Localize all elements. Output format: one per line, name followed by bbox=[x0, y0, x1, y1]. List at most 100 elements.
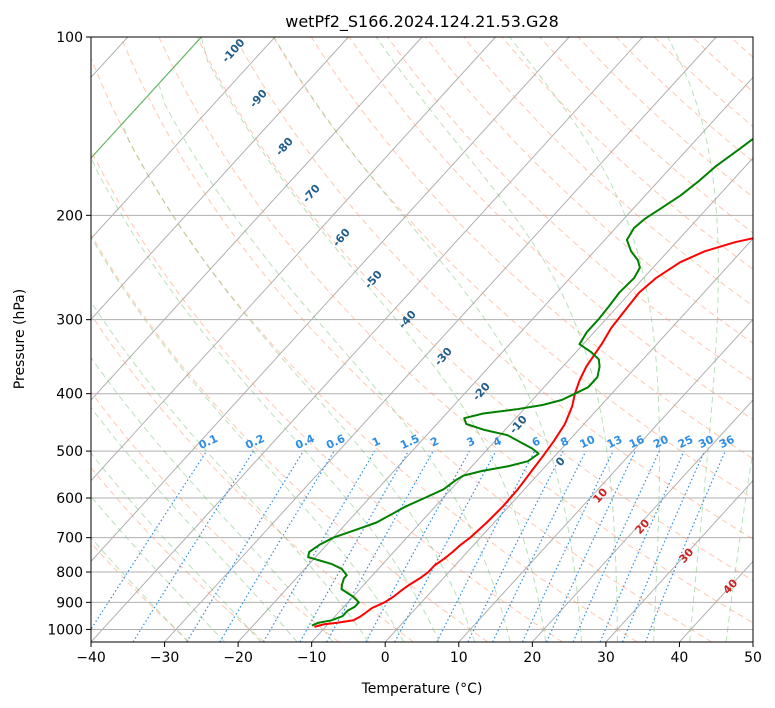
isotherm-gridline bbox=[91, 37, 570, 563]
isotherm-gridline bbox=[752, 641, 753, 642]
mixing-ratio-label: 1 bbox=[370, 434, 382, 449]
isotherm-gridline bbox=[91, 37, 644, 642]
isotherm-gridline bbox=[458, 318, 753, 642]
dry-adiabat-line bbox=[158, 37, 753, 624]
mixing-ratio-line bbox=[394, 450, 497, 642]
x-tick-label: −20 bbox=[223, 650, 253, 666]
x-tick-label: −40 bbox=[76, 650, 106, 666]
moist-adiabat-line bbox=[725, 447, 753, 642]
x-tick-label: 0 bbox=[381, 650, 390, 666]
isotherm-gridline bbox=[384, 237, 753, 642]
isotherm-gridline bbox=[91, 37, 276, 240]
moist-adiabat-line bbox=[509, 37, 660, 642]
dry-adiabat-line bbox=[91, 233, 489, 642]
x-tick-label: 30 bbox=[597, 650, 615, 666]
chart-title: wetPf2_S166.2024.124.21.53.G28 bbox=[285, 12, 559, 32]
dry-adiabat-line bbox=[577, 37, 753, 198]
mixing-ratio-label: 16 bbox=[627, 433, 647, 451]
dry-adiabat-line bbox=[387, 37, 753, 382]
moist-adiabat-line bbox=[91, 37, 225, 642]
plot-frame bbox=[90, 36, 754, 643]
isotherm-gridline bbox=[91, 37, 496, 482]
dry-adiabat-line bbox=[425, 37, 753, 344]
mixing-ratio-label: 1.5 bbox=[398, 432, 421, 452]
dry-adiabat-line bbox=[120, 37, 713, 642]
mixing-ratio-label: 20 bbox=[651, 433, 671, 451]
dry-adiabat-line bbox=[463, 37, 753, 307]
dry-adiabat-label: -50 bbox=[362, 268, 385, 292]
isotherm-gridline bbox=[237, 76, 753, 642]
dry-adiabat-line bbox=[196, 37, 753, 582]
line-labels: 0.1 0.2 0.4 0.6 1 1.5 2 3 4 6 8 10 13 16 20 25 30 36-100-… bbox=[197, 36, 741, 597]
mixing-ratio-line bbox=[644, 450, 726, 642]
mixing-ratio-line bbox=[599, 450, 685, 642]
moist-adiabat-label: 30 bbox=[676, 545, 696, 565]
dry-adiabat-line bbox=[91, 391, 340, 642]
mixing-ratio-line bbox=[186, 450, 304, 642]
y-tick-label: 900 bbox=[56, 595, 83, 611]
plot-traces bbox=[307, 137, 753, 628]
isotherm-gridline bbox=[91, 37, 423, 401]
dry-adiabat-label: -70 bbox=[300, 182, 323, 206]
mixing-ratio-label: 2 bbox=[428, 434, 440, 449]
moist-adiabat-label: 10 bbox=[590, 485, 610, 505]
mixing-ratio-line bbox=[91, 450, 208, 631]
dry-adiabat-label: -40 bbox=[396, 308, 419, 332]
dewpoint-trace bbox=[307, 137, 753, 627]
mixing-ratio-line bbox=[326, 450, 434, 642]
temperature-trace bbox=[314, 237, 753, 628]
mixing-ratio-label: 0.6 bbox=[324, 432, 347, 452]
mixing-ratio-label: 30 bbox=[696, 433, 716, 451]
dry-adiabat-line bbox=[91, 57, 638, 642]
moist-adiabat-label: 20 bbox=[632, 516, 652, 536]
plot-background bbox=[91, 37, 775, 642]
x-tick-label: 20 bbox=[523, 650, 541, 666]
dry-adiabat-label: -90 bbox=[247, 87, 270, 111]
moist-adiabat-line bbox=[667, 37, 719, 642]
mixing-ratio-line bbox=[546, 450, 636, 642]
mixing-ratio-label: 0.4 bbox=[293, 432, 316, 452]
moist-adiabat-line bbox=[121, 37, 476, 642]
mixing-ratio-line bbox=[492, 450, 587, 642]
dry-adiabat-label: -30 bbox=[432, 345, 455, 369]
x-axis-label: Temperature (°C) bbox=[361, 681, 483, 697]
moist-adiabat-line bbox=[91, 37, 334, 642]
dry-adiabat-label: -80 bbox=[273, 135, 296, 159]
mixing-ratio-line bbox=[262, 450, 376, 642]
x-tick-label: 10 bbox=[450, 650, 468, 666]
dry-adiabat-line bbox=[91, 466, 265, 642]
x-tick-label: 50 bbox=[744, 650, 762, 666]
dry-adiabat-line bbox=[348, 37, 753, 421]
mixing-ratio-label: 25 bbox=[676, 433, 695, 451]
dry-adiabat-line bbox=[615, 37, 753, 163]
moist-adiabat-line bbox=[158, 37, 511, 642]
mixing-ratio-line bbox=[622, 450, 706, 642]
mixing-ratio-label: 36 bbox=[717, 433, 737, 451]
y-tick-label: 500 bbox=[56, 444, 83, 460]
y-tick-label: 400 bbox=[56, 387, 83, 403]
x-tick-label: −10 bbox=[297, 650, 327, 666]
mixing-ratio-label: 4 bbox=[491, 434, 504, 449]
y-axis: 100 200 300 400 500 600 700 800 900 1000 bbox=[47, 30, 91, 638]
dry-adiabat-line bbox=[234, 37, 753, 540]
dry-adiabat-label: 0 bbox=[553, 454, 568, 469]
y-tick-label: 800 bbox=[56, 565, 83, 581]
moist-adiabat-line bbox=[375, 37, 618, 642]
isotherm-gridline bbox=[164, 37, 717, 642]
moist-adiabat-line bbox=[200, 37, 547, 642]
y-tick-label: 1000 bbox=[47, 622, 83, 638]
dry-adiabat-line bbox=[91, 542, 191, 642]
y-tick-label: 600 bbox=[56, 491, 83, 507]
moist-adiabat-line bbox=[91, 37, 298, 642]
x-axis: −40 −30 −20 −10 0 10 20 30 40 50 bbox=[76, 642, 762, 666]
dry-adiabat-line bbox=[272, 37, 753, 500]
moist-adiabat-line bbox=[91, 37, 405, 642]
dry-adiabat-line bbox=[769, 37, 775, 642]
dry-adiabat-label: -100 bbox=[219, 36, 247, 65]
y-tick-label: 200 bbox=[56, 208, 83, 224]
y-tick-label: 300 bbox=[56, 313, 83, 329]
y-tick-label: 700 bbox=[56, 531, 83, 547]
x-tick-label: 40 bbox=[671, 650, 689, 666]
isotherm-gridline bbox=[605, 479, 753, 642]
